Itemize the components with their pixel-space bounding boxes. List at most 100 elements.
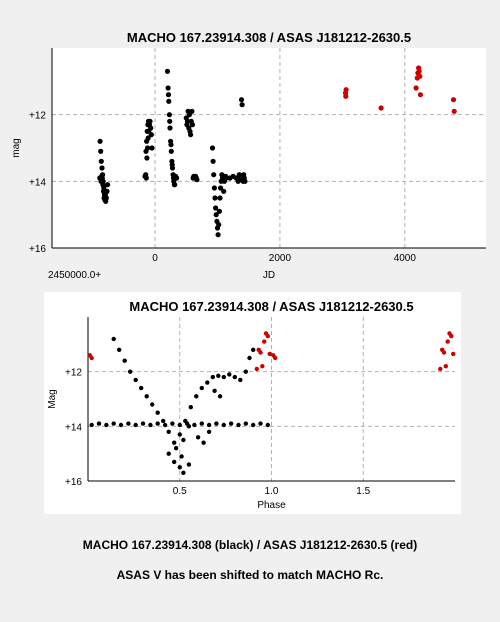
data-point [228, 421, 234, 426]
data-point [167, 125, 173, 131]
chart-title: MACHO 167.23914.308 / ASAS J181212-2630.… [129, 299, 413, 314]
data-point [166, 112, 172, 118]
data-point [122, 358, 127, 363]
data-point [195, 435, 201, 440]
series-macho [97, 68, 248, 238]
data-point [243, 421, 248, 426]
data-point [242, 178, 248, 184]
data-point [205, 380, 210, 385]
data-point [216, 373, 221, 378]
data-point [343, 93, 349, 99]
data-point [100, 182, 106, 188]
data-point [148, 422, 153, 428]
data-point [188, 132, 194, 138]
x-axis-label: Phase [257, 500, 286, 511]
data-point [167, 118, 173, 124]
data-point [218, 185, 224, 191]
chart-title: MACHO 167.23914.308 / ASAS J181212-2630.… [127, 30, 411, 45]
data-point [443, 364, 448, 369]
data-point [99, 165, 105, 171]
data-point [173, 446, 179, 451]
data-point [210, 374, 215, 380]
data-point [254, 366, 259, 372]
data-point [104, 422, 109, 428]
data-point [438, 366, 443, 372]
data-point [126, 421, 131, 426]
data-point [251, 422, 256, 428]
data-point [140, 421, 146, 426]
data-point [417, 92, 423, 98]
data-point [166, 429, 171, 434]
data-point [172, 440, 177, 445]
data-point [155, 410, 160, 415]
data-point [166, 98, 172, 104]
data-point [111, 336, 116, 342]
data-point [170, 421, 175, 426]
data-point [89, 355, 94, 361]
data-point [343, 87, 349, 93]
y-tick-label: +12 [65, 368, 82, 379]
data-point [98, 148, 104, 154]
data-point [169, 162, 175, 168]
data-point [221, 374, 226, 380]
data-point [165, 85, 171, 91]
data-point [214, 421, 219, 426]
data-point [216, 222, 222, 228]
data-point [144, 155, 150, 161]
data-point [417, 73, 423, 79]
data-point [164, 68, 171, 74]
data-point [201, 440, 206, 445]
data-point [199, 421, 204, 426]
data-point [413, 85, 419, 91]
data-point [210, 158, 216, 164]
data-point [161, 418, 166, 424]
series-macho [89, 336, 270, 475]
data-point [189, 108, 195, 114]
y-tick-label: +14 [65, 422, 82, 433]
data-point [144, 128, 150, 134]
plot-area [52, 48, 486, 248]
data-point [215, 232, 221, 238]
data-point [247, 355, 252, 361]
data-point [97, 138, 103, 144]
data-point [143, 148, 149, 154]
x-tick-label: 4000 [394, 253, 417, 264]
data-point [118, 422, 124, 428]
data-point [445, 339, 450, 344]
data-point [111, 421, 116, 426]
data-point [146, 122, 152, 128]
data-point [186, 424, 192, 429]
data-point [177, 465, 182, 470]
data-point [238, 97, 245, 103]
jd-light-curve-chart: MACHO 167.23914.308 / ASAS J181212-2630.… [11, 30, 486, 281]
data-point [212, 195, 218, 201]
data-point [260, 364, 265, 369]
x-tick-label: 1.0 [265, 486, 279, 497]
data-point [238, 377, 243, 383]
jd-light-curve-panel: MACHO 167.23914.308 / ASAS J181212-2630.… [0, 0, 500, 285]
data-point [162, 422, 168, 428]
data-point [223, 175, 229, 181]
data-point [150, 402, 155, 407]
data-point [177, 432, 182, 437]
data-point [211, 172, 217, 178]
x-tick-label: 1.5 [356, 486, 370, 497]
data-point [184, 118, 191, 124]
data-point [139, 385, 144, 391]
data-point [133, 377, 138, 383]
phase-light-curve-chart: MACHO 167.23914.308 / ASAS J181212-2630.… [47, 299, 456, 511]
data-point [232, 374, 237, 380]
data-point [206, 422, 212, 428]
data-point [128, 369, 133, 374]
x-tick-label: 2000 [269, 253, 292, 264]
data-point [213, 205, 219, 211]
data-point [192, 422, 197, 428]
data-point [133, 422, 138, 428]
data-point [194, 177, 200, 183]
data-point [89, 422, 94, 428]
data-point [188, 405, 193, 410]
data-point [273, 355, 278, 361]
data-point [212, 388, 217, 393]
series-asas [87, 331, 456, 372]
data-point [102, 192, 108, 198]
